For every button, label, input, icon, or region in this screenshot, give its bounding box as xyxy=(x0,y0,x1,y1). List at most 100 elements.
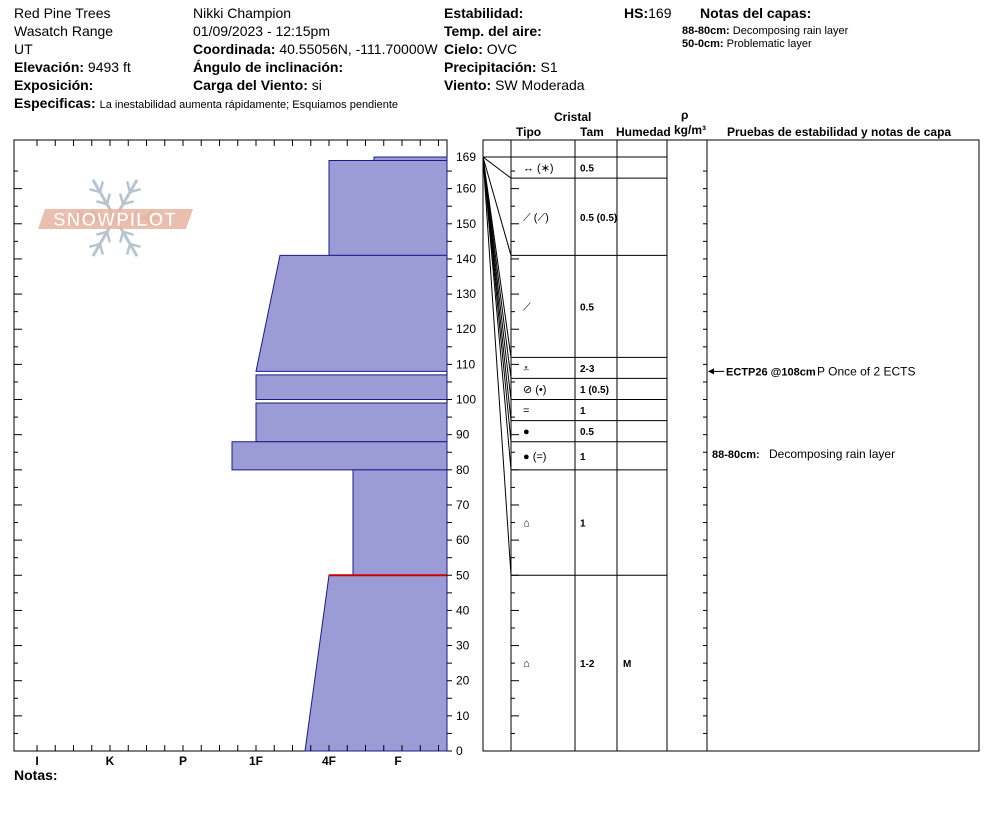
specifics-row: Especificas: La inestabilidad aumenta rá… xyxy=(14,94,398,114)
grain-connector xyxy=(482,156,512,179)
hardness-layer-2 xyxy=(255,254,448,372)
snowflake-branch xyxy=(125,243,132,255)
height-tick-label: 130 xyxy=(456,287,476,301)
snowflake-branch xyxy=(96,200,108,206)
snowflake-branch xyxy=(105,193,112,205)
height-tick-label: 60 xyxy=(456,533,470,547)
elevation-row: Elevación: 9493 ft xyxy=(14,58,131,76)
stability-label: Estabilidad: xyxy=(444,5,524,21)
height-tick-label: 100 xyxy=(456,393,476,407)
location: Red Pine Trees xyxy=(14,5,111,21)
crystal-header: Cristal xyxy=(554,110,592,124)
wind-load-label: Carga del Viento: xyxy=(193,77,308,93)
grain-size-9: 1-2 xyxy=(580,659,595,670)
hs-label: HS: xyxy=(624,5,649,21)
wind-value: SW Moderada xyxy=(495,77,585,93)
hardness-tick-label: 1F xyxy=(249,754,263,768)
grain-type-0: ↔ (∗) xyxy=(523,163,554,175)
hardness-layer-5 xyxy=(231,441,448,471)
grain-type-6: ● xyxy=(523,426,530,438)
grain-size-7: 1 xyxy=(580,452,586,463)
specifics-value: La inestabilidad aumenta rápidamente; Es… xyxy=(99,99,399,111)
coord-label: Coordinada: xyxy=(193,41,276,57)
height-tick-label: 30 xyxy=(456,639,470,653)
grain-size-2: 0.5 xyxy=(580,302,594,313)
hardness-layer-1 xyxy=(328,160,448,256)
grain-type-3: ⩡ xyxy=(523,363,529,375)
snowflake-branch xyxy=(89,187,101,194)
slope-label: Ángulo de inclinación: xyxy=(193,59,344,75)
notes-label: Notas: xyxy=(14,767,58,783)
height-tick-label: 110 xyxy=(456,357,475,371)
grain-connector xyxy=(482,156,512,470)
grain-size-6: 0.5 xyxy=(580,427,594,438)
grain-size-5: 1 xyxy=(580,406,586,417)
snowflake-branch xyxy=(105,231,112,243)
hardness-tick-label: I xyxy=(35,754,38,768)
size-header: Tam xyxy=(580,125,604,139)
snowflake-branch xyxy=(122,230,134,236)
grain-size-4: 1 (0.5) xyxy=(580,385,609,396)
state: UT xyxy=(14,41,33,57)
air-temp-label: Temp. del aire: xyxy=(444,23,542,39)
coord-row: Coordinada: 40.55056N, -111.70000W xyxy=(193,40,438,58)
snowflake-branch xyxy=(122,200,134,206)
slope-row: Ángulo de inclinación: xyxy=(193,58,343,76)
wind-load-value: si xyxy=(311,77,322,93)
grain-connector xyxy=(482,156,512,256)
snowflake-branch xyxy=(118,231,125,243)
coord-value: 40.55056N, -111.70000W xyxy=(279,41,438,57)
grain-type-2: ⟋ xyxy=(523,301,531,313)
height-tick-label: 0 xyxy=(456,744,463,758)
layer-notes-title: Notas del capas: xyxy=(700,5,812,21)
height-tick-label: 10 xyxy=(456,709,470,723)
range: Wasatch Range xyxy=(14,23,114,39)
test-arrow-head xyxy=(708,368,714,375)
wind-label: Viento: xyxy=(444,77,492,93)
height-tick-label: 90 xyxy=(456,428,470,442)
snowflake-branch xyxy=(98,181,105,193)
snowflake-branch xyxy=(89,242,101,249)
tests-header: Pruebas de estabilidad y notas de capa xyxy=(727,125,952,139)
grain-moisture-9: M xyxy=(623,659,631,670)
hardness-tick-label: 4F xyxy=(322,754,336,768)
grain-type-9: ⌂ xyxy=(523,658,530,670)
precip-value: S1 xyxy=(540,59,558,75)
grain-type-5: = xyxy=(523,405,529,417)
height-tick-label: 160 xyxy=(456,182,476,196)
height-tick-label: 140 xyxy=(456,252,476,266)
specifics-label: Especificas: xyxy=(14,95,96,111)
grain-size-1: 0.5 (0.5) xyxy=(580,213,617,224)
grain-size-0: 0.5 xyxy=(580,164,594,175)
grain-size-3: 2-3 xyxy=(580,364,595,375)
grain-size-8: 1 xyxy=(580,519,586,530)
hardness-tick-label: P xyxy=(179,754,187,768)
hardness-layer-4 xyxy=(255,402,448,443)
layer-note-2: 50-0cm: Problematic layer xyxy=(682,38,812,50)
elevation-label: Elevación: xyxy=(14,59,85,75)
grain-type-7: ● (=) xyxy=(523,451,546,463)
snowflake-branch xyxy=(98,243,105,255)
grain-frame xyxy=(482,139,980,752)
logo-text: SNOWPILOT xyxy=(53,210,177,231)
aspect-label: Exposición: xyxy=(14,77,94,93)
test-note-0: P Once of 2 ECTS xyxy=(817,364,916,378)
rho-header: ρ xyxy=(681,108,689,122)
height-tick-label: 40 xyxy=(456,603,470,617)
sky-value: OVC xyxy=(486,41,518,57)
datetime: 01/09/2023 - 12:15pm xyxy=(193,23,330,39)
elevation-value: 9493 ft xyxy=(87,59,131,75)
moisture-header: Humedad xyxy=(616,125,671,139)
hardness-layer-7 xyxy=(304,574,448,752)
hardness-tick-label: K xyxy=(106,754,115,768)
stability-row: Estabilidad: xyxy=(444,4,523,22)
hs-value: 169 xyxy=(648,5,672,21)
layer-annotation-range-0: 88-80cm: xyxy=(712,449,760,461)
type-header: Tipo xyxy=(516,125,542,139)
grain-connector xyxy=(482,156,512,576)
height-tick-label: 50 xyxy=(456,568,470,582)
precip-row: Precipitación: S1 xyxy=(444,58,558,76)
grain-type-4: ⊘ (•) xyxy=(523,384,546,396)
height-tick-label: 120 xyxy=(456,322,476,336)
height-tick-label: 20 xyxy=(456,674,470,688)
